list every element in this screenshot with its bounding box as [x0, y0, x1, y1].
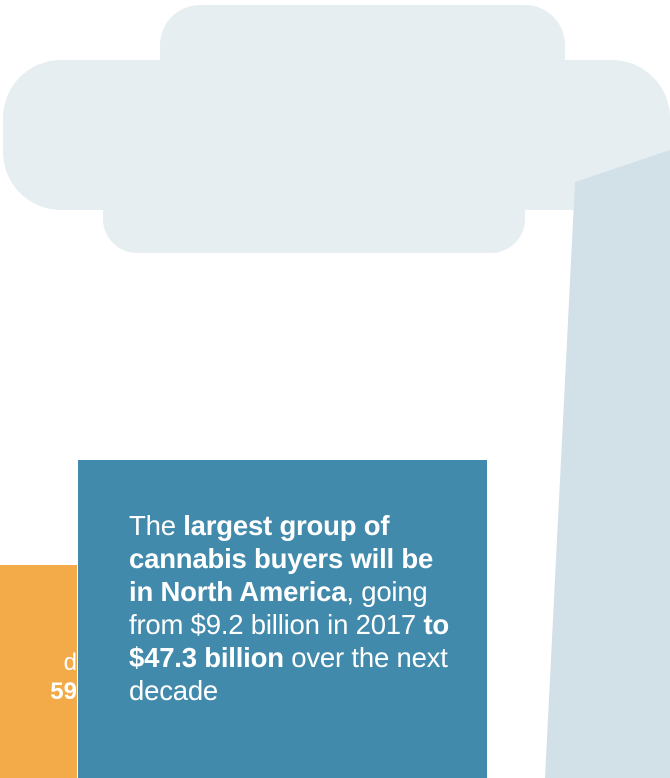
- orange-callout-line2: 59: [50, 678, 77, 705]
- blue-callout-text-part3: over the next decade: [129, 642, 448, 706]
- cloud-shape-bottom: [103, 150, 525, 253]
- blue-callout-highlight-amount: to $47.3 billion: [129, 609, 449, 673]
- orange-callout-box: d 59: [0, 565, 77, 778]
- blue-callout-text-part2: , going from $9.2 billion in 2017: [129, 576, 428, 640]
- blue-callout-text-part1: The: [129, 510, 184, 541]
- blue-callout-text: The largest group of cannabis buyers wil…: [129, 509, 464, 707]
- orange-callout-line1: d: [63, 649, 77, 676]
- blue-callout-box: The largest group of cannabis buyers wil…: [78, 460, 487, 778]
- orange-callout-text: d 59: [0, 648, 77, 706]
- blue-callout-highlight-buyers: largest group of cannabis buyers will be…: [129, 510, 434, 607]
